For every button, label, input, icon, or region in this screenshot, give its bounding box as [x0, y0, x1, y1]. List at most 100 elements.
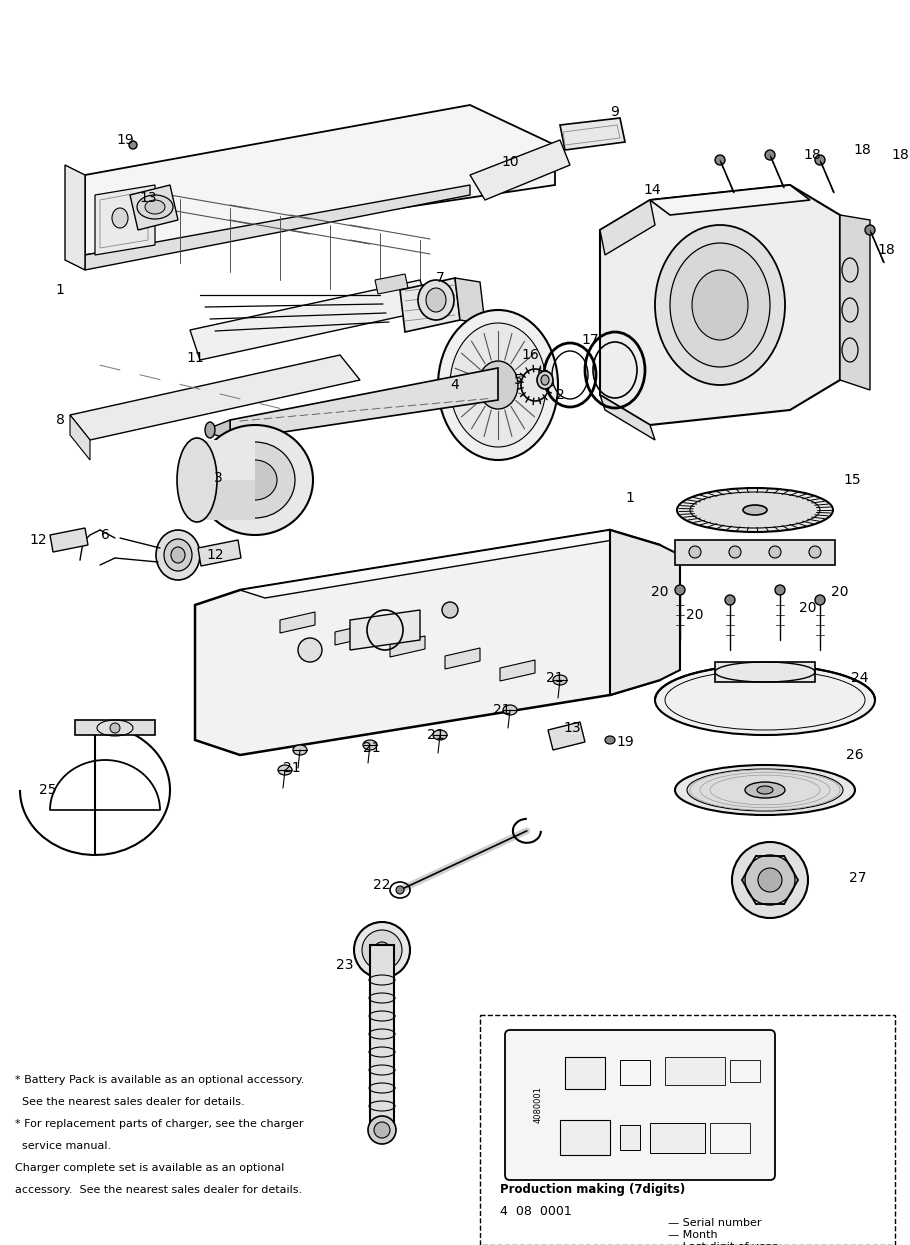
- Ellipse shape: [478, 361, 518, 410]
- Bar: [650, 1123, 705, 1153]
- Bar: [620, 1059, 650, 1084]
- Text: 13: 13: [563, 721, 581, 735]
- Polygon shape: [70, 355, 360, 439]
- Polygon shape: [470, 139, 570, 200]
- Polygon shape: [75, 720, 155, 735]
- Ellipse shape: [765, 149, 775, 161]
- Text: accessory.  See the nearest sales dealer for details.: accessory. See the nearest sales dealer …: [15, 1185, 302, 1195]
- Ellipse shape: [293, 745, 307, 754]
- Text: 18: 18: [854, 143, 871, 157]
- Ellipse shape: [177, 438, 217, 522]
- Polygon shape: [548, 722, 585, 749]
- Ellipse shape: [743, 505, 767, 515]
- Ellipse shape: [687, 769, 843, 810]
- Polygon shape: [85, 105, 555, 255]
- Ellipse shape: [537, 371, 553, 388]
- Text: 2: 2: [556, 388, 564, 402]
- Ellipse shape: [374, 1122, 390, 1138]
- Polygon shape: [375, 274, 408, 294]
- Ellipse shape: [164, 539, 192, 571]
- Ellipse shape: [374, 923, 390, 937]
- Ellipse shape: [865, 225, 875, 235]
- Ellipse shape: [758, 868, 782, 891]
- Polygon shape: [50, 528, 88, 552]
- Ellipse shape: [110, 723, 120, 733]
- Text: 15: 15: [844, 473, 861, 487]
- Ellipse shape: [418, 280, 454, 320]
- Ellipse shape: [205, 422, 215, 438]
- Polygon shape: [840, 215, 870, 390]
- Text: — Serial number: — Serial number: [668, 1218, 762, 1228]
- Ellipse shape: [692, 270, 748, 340]
- Ellipse shape: [541, 375, 549, 385]
- Ellipse shape: [374, 942, 390, 957]
- Ellipse shape: [233, 459, 277, 500]
- Ellipse shape: [553, 675, 567, 685]
- Text: 12: 12: [207, 548, 224, 561]
- Polygon shape: [240, 530, 625, 598]
- Ellipse shape: [129, 141, 137, 149]
- Polygon shape: [70, 415, 90, 459]
- Ellipse shape: [745, 855, 795, 905]
- Text: 22: 22: [373, 878, 390, 891]
- Text: — Month: — Month: [668, 1230, 718, 1240]
- Text: 18: 18: [804, 148, 821, 162]
- Polygon shape: [455, 278, 485, 324]
- Text: 20: 20: [652, 585, 669, 599]
- Text: 20: 20: [686, 608, 703, 622]
- Bar: [565, 1057, 605, 1089]
- Polygon shape: [195, 530, 660, 754]
- Ellipse shape: [298, 637, 322, 662]
- Polygon shape: [600, 200, 655, 255]
- Text: 6: 6: [101, 528, 109, 542]
- Ellipse shape: [670, 243, 770, 367]
- Ellipse shape: [145, 200, 165, 214]
- Ellipse shape: [396, 886, 404, 894]
- Bar: [710, 1123, 750, 1153]
- Ellipse shape: [757, 786, 773, 794]
- Polygon shape: [350, 610, 420, 650]
- Text: 4080001: 4080001: [533, 1087, 542, 1123]
- Text: — Last digit of year: — Last digit of year: [668, 1243, 777, 1245]
- Ellipse shape: [137, 195, 173, 219]
- Text: 17: 17: [581, 332, 599, 347]
- Text: 21: 21: [546, 671, 564, 685]
- Text: 9: 9: [611, 105, 620, 120]
- Text: 23: 23: [337, 957, 354, 972]
- Ellipse shape: [426, 288, 446, 312]
- Polygon shape: [190, 280, 430, 360]
- Text: * Battery Pack is available as an optional accessory.: * Battery Pack is available as an option…: [15, 1074, 304, 1084]
- Polygon shape: [85, 186, 470, 270]
- Text: 19: 19: [116, 133, 134, 147]
- Ellipse shape: [815, 154, 825, 166]
- Text: 24: 24: [851, 671, 869, 685]
- Ellipse shape: [450, 322, 546, 447]
- Ellipse shape: [438, 310, 558, 459]
- Text: 21: 21: [427, 728, 445, 742]
- Bar: [730, 1059, 760, 1082]
- Polygon shape: [715, 662, 815, 682]
- Ellipse shape: [815, 595, 825, 605]
- Text: 11: 11: [187, 351, 204, 365]
- Polygon shape: [210, 420, 230, 439]
- Polygon shape: [560, 118, 625, 149]
- Text: 20: 20: [799, 601, 817, 615]
- Ellipse shape: [690, 492, 820, 528]
- Text: 18: 18: [877, 243, 895, 256]
- Ellipse shape: [521, 369, 549, 401]
- Text: 25: 25: [39, 783, 56, 797]
- Bar: [665, 1057, 725, 1084]
- Ellipse shape: [215, 442, 295, 518]
- Polygon shape: [197, 439, 255, 481]
- Ellipse shape: [675, 764, 855, 815]
- Ellipse shape: [715, 154, 725, 166]
- Ellipse shape: [677, 488, 833, 532]
- Text: 18: 18: [891, 148, 909, 162]
- Bar: [480, 1015, 895, 1245]
- Ellipse shape: [442, 603, 458, 618]
- Polygon shape: [95, 186, 155, 255]
- Text: Charger complete set is available as an optional: Charger complete set is available as an …: [15, 1163, 284, 1173]
- Text: 4: 4: [450, 378, 460, 392]
- Ellipse shape: [675, 585, 685, 595]
- Text: See the nearest sales dealer for details.: See the nearest sales dealer for details…: [15, 1097, 245, 1107]
